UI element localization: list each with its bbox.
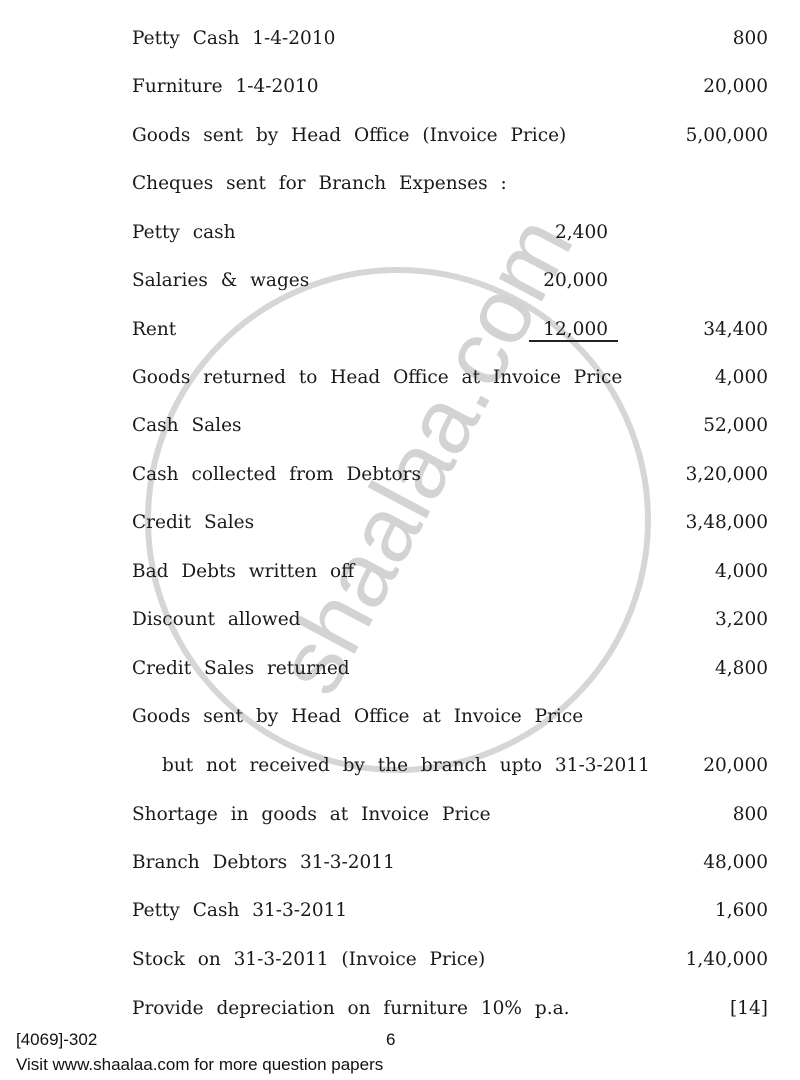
footer-visit-link[interactable]: Visit www.shaalaa.com for more question … — [16, 1055, 384, 1074]
entry-row: Goods sent by Head Office (Invoice Price… — [132, 125, 768, 155]
footer-page-number: 6 — [386, 1030, 396, 1049]
entry-amount: 3,200 — [715, 609, 768, 630]
entry-row: Stock on 31-3-2011 (Invoice Price) 1,40,0… — [132, 949, 768, 979]
entry-row: Credit Sales 3,48,000 — [132, 512, 768, 542]
entry-amount: 3,20,000 — [685, 464, 768, 485]
entry-amount: 4,000 — [715, 561, 768, 582]
entry-label: Petty Cash 1-4-2010 — [132, 28, 336, 49]
entry-label: Cash collected from Debtors — [132, 464, 422, 485]
entry-row: Bad Debts written off 4,000 — [132, 561, 768, 591]
entry-amount: 800 — [732, 804, 768, 825]
entry-label: Salaries & wages — [132, 270, 310, 291]
entry-amount: 20,000 — [703, 755, 768, 776]
entry-row: Rent 12,000 34,400 — [132, 319, 768, 349]
entry-label: Goods returned to Head Office at Invoice… — [132, 367, 623, 388]
entry-label: Bad Debts written off — [132, 561, 355, 582]
entry-row: Provide depreciation on furniture 10% p.… — [132, 998, 768, 1028]
entry-label: Provide depreciation on furniture 10% p.… — [132, 998, 570, 1019]
entry-label: Furniture 1-4-2010 — [132, 76, 319, 97]
entry-row: Shortage in goods at Invoice Price 800 — [132, 804, 768, 834]
entry-row: Cash Sales 52,000 — [132, 415, 768, 445]
entry-label: Petty Cash 31-3-2011 — [132, 900, 348, 921]
entry-amount: 1,600 — [715, 900, 768, 921]
entry-amount: 34,400 — [703, 319, 768, 340]
entry-label: Credit Sales returned — [132, 658, 350, 679]
entry-subamount: 2,400 — [555, 222, 608, 243]
entry-label: Goods sent by Head Office (Invoice Price… — [132, 125, 567, 146]
footer-code: [4069]-302 — [16, 1030, 98, 1049]
entry-row: Furniture 1-4-2010 20,000 — [132, 76, 768, 106]
entry-label: Stock on 31-3-2011 (Invoice Price) — [132, 949, 486, 970]
entry-amount: 4,000 — [715, 367, 768, 388]
entry-amount: 800 — [732, 28, 768, 49]
entry-amount: 20,000 — [703, 76, 768, 97]
entry-label: Discount allowed — [132, 609, 301, 630]
entry-row: Petty cash 2,400 — [132, 222, 768, 252]
entry-label: Petty cash — [132, 222, 236, 243]
entry-amount: 48,000 — [703, 852, 768, 873]
entry-row: Goods returned to Head Office at Invoice… — [132, 367, 768, 397]
entry-amount: [14] — [730, 998, 768, 1019]
entry-amount: 5,00,000 — [685, 125, 768, 146]
entry-label: Branch Debtors 31-3-2011 — [132, 852, 395, 873]
entry-row: Cash collected from Debtors 3,20,000 — [132, 464, 768, 494]
entry-row: Salaries & wages 20,000 — [132, 270, 768, 300]
entry-amount: 4,800 — [715, 658, 768, 679]
entry-label: but not received by the branch upto 31-3… — [162, 755, 650, 776]
entry-label: Cheques sent for Branch Expenses : — [132, 173, 507, 194]
entry-subamount: 12,000 — [529, 319, 618, 342]
entry-amount: 1,40,000 — [685, 949, 768, 970]
entry-amount: 52,000 — [703, 415, 768, 436]
entry-label: Shortage in goods at Invoice Price — [132, 804, 491, 825]
entry-label: Rent — [132, 319, 177, 340]
entry-row: Petty Cash 31-3-2011 1,600 — [132, 900, 768, 930]
entry-row: Credit Sales returned 4,800 — [132, 658, 768, 688]
entry-row: Branch Debtors 31-3-2011 48,000 — [132, 852, 768, 882]
entry-subamount: 20,000 — [543, 270, 608, 291]
entry-row: Discount allowed 3,200 — [132, 609, 768, 639]
entry-amount: 3,48,000 — [685, 512, 768, 533]
entry-row: Petty Cash 1-4-2010 800 — [132, 28, 768, 58]
entry-label: Credit Sales — [132, 512, 255, 533]
entry-row: Goods sent by Head Office at Invoice Pri… — [132, 706, 768, 736]
entry-label: Cash Sales — [132, 415, 242, 436]
entry-row: but not received by the branch upto 31-3… — [132, 755, 768, 785]
entry-label: Goods sent by Head Office at Invoice Pri… — [132, 706, 584, 727]
entry-row: Cheques sent for Branch Expenses : — [132, 173, 768, 203]
